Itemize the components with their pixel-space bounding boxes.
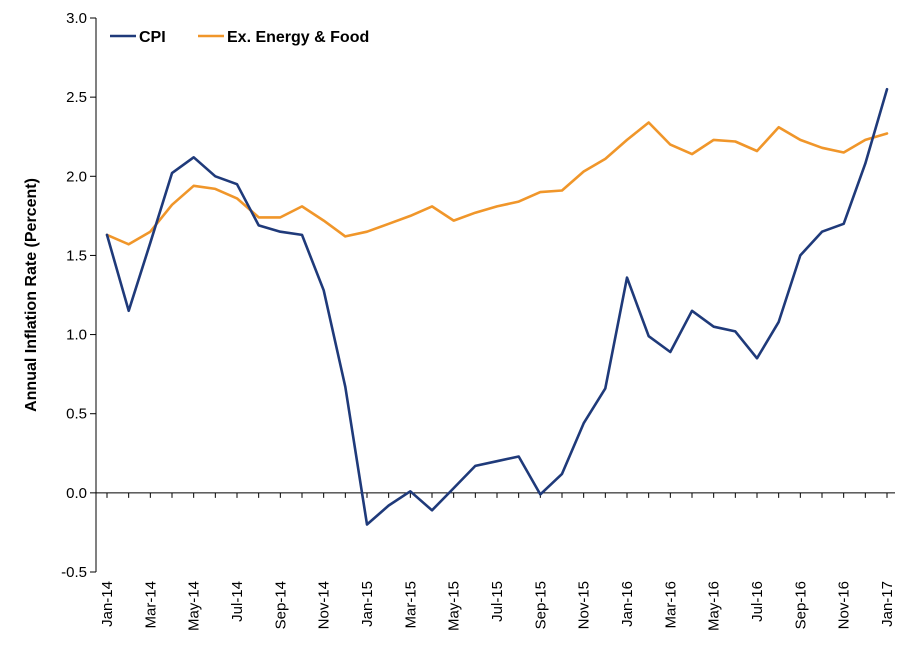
- series-line-cpi: [105, 87, 889, 526]
- x-tick-label: Sep-15: [532, 581, 549, 629]
- y-tick-label: 3.0: [66, 10, 87, 27]
- x-tick-label: Mar-14: [142, 581, 159, 629]
- y-tick-label: 1.5: [66, 247, 87, 264]
- y-axis-title: Annual Inflation Rate (Percent): [23, 178, 40, 412]
- series-layer: [105, 87, 889, 526]
- x-tick-label: Sep-14: [272, 581, 289, 629]
- x-tick-label: Mar-15: [402, 581, 419, 629]
- series-line-ex-energy-food: [105, 121, 889, 246]
- x-tick-label: Jan-15: [359, 581, 376, 627]
- x-tick-label: Nov-14: [316, 581, 333, 629]
- x-tick-label: Jul-15: [489, 581, 506, 622]
- x-tick-label: May-15: [446, 581, 463, 631]
- y-tick-label: 0.5: [66, 406, 87, 423]
- y-tick-label: 0.0: [66, 485, 87, 502]
- x-tick-label: Mar-16: [662, 581, 679, 629]
- axes-layer: -0.5 0.0 0.5 1.0 1.5 2.0 2.5 3.0 Jan-14 Mar-14 May…: [61, 10, 896, 631]
- y-tick-label: 2.0: [66, 168, 87, 185]
- x-tick-label: Jan-16: [619, 581, 636, 627]
- legend-label-cpi: CPI: [139, 29, 166, 46]
- x-tick-label: Sep-16: [792, 581, 809, 629]
- y-tick-label: 1.0: [66, 327, 87, 344]
- x-tick-label: Jul-16: [749, 581, 766, 622]
- x-tick-label: Jul-14: [229, 581, 246, 622]
- legend-label-ex-energy-food: Ex. Energy & Food: [227, 29, 369, 46]
- x-tick-label: May-16: [706, 581, 723, 631]
- x-tick-label: Nov-15: [576, 581, 593, 629]
- y-tick-label: 2.5: [66, 89, 87, 106]
- x-tick-label: May-14: [186, 581, 203, 631]
- legend: CPI Ex. Energy & Food: [110, 29, 369, 46]
- x-tick-label: Nov-16: [836, 581, 853, 629]
- x-tick-label: Jan-14: [99, 581, 116, 627]
- x-tick-label: Jan-17: [879, 581, 896, 627]
- y-tick-label: -0.5: [61, 564, 87, 581]
